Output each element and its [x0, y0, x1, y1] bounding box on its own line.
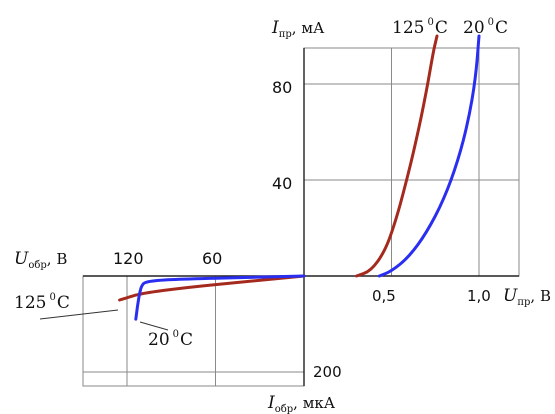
reverse-voltage-unit: , В	[47, 250, 68, 268]
temp-125-value: 125	[392, 18, 424, 38]
temp-20-degree: 0	[488, 17, 494, 28]
temp-label-125-reverse: 125 0C	[14, 292, 70, 313]
forward-voltage-subscript: пр	[517, 297, 530, 308]
temp-20-rev-value: 20	[148, 330, 170, 350]
tick-reverse-voltage-120: 120	[113, 249, 144, 268]
reverse-current-axis-title: Iобр, мкА	[267, 393, 336, 414]
leader-line-20-reverse	[139, 321, 169, 331]
forward-voltage-axis-title: Uпр, В	[503, 286, 551, 308]
temp-125-degree: 0	[427, 17, 433, 28]
temp-label-20-reverse: 20 0C	[148, 329, 193, 350]
temp-label-20-forward: 20 0C	[463, 17, 508, 38]
temp-125-rev-degree: 0	[49, 292, 55, 303]
forward-current-letter: I	[271, 18, 279, 38]
reverse-voltage-letter: U	[14, 249, 29, 269]
reverse-grid-frame	[82, 275, 305, 387]
tick-reverse-voltage-60: 60	[202, 249, 222, 268]
reverse-current-letter: I	[267, 393, 275, 413]
tick-forward-voltage-1-0: 1,0	[467, 287, 491, 305]
forward-current-axis-title: Iпр, мА	[271, 18, 325, 40]
reverse-curve-20c	[134, 274, 306, 321]
temp-label-125-forward: 125 0C	[392, 17, 448, 38]
reverse-voltage-axis-title: Uобр, В	[14, 249, 67, 271]
temp-125-rev-value: 125	[14, 293, 46, 313]
tick-forward-current-80: 80	[272, 78, 292, 97]
leader-line-125-reverse	[39, 309, 119, 320]
temp-20-rev-degree: 0	[173, 329, 179, 340]
tick-forward-current-40: 40	[272, 174, 292, 193]
forward-current-unit: , мА	[292, 19, 325, 37]
forward-curve-20c	[377, 34, 481, 278]
temp-20-rev-unit: C	[180, 330, 193, 350]
temp-20-value: 20	[463, 18, 485, 38]
reverse-voltage-subscript: обр	[28, 260, 46, 271]
tick-forward-voltage-0-5: 0,5	[372, 287, 396, 305]
series-layer	[118, 34, 481, 321]
forward-voltage-unit: , В	[530, 287, 551, 305]
reverse-current-unit: , мкА	[293, 394, 336, 412]
forward-curve-125c	[355, 34, 439, 278]
reverse-curve-125c	[118, 274, 306, 302]
tick-reverse-current-200: 200	[313, 363, 342, 381]
reverse-current-subscript: обр	[275, 404, 293, 414]
forward-voltage-letter: U	[503, 286, 518, 306]
temp-125-unit: C	[435, 18, 448, 38]
forward-current-subscript: пр	[279, 29, 292, 40]
temp-125-rev-unit: C	[57, 293, 70, 313]
temp-20-unit: C	[495, 18, 508, 38]
